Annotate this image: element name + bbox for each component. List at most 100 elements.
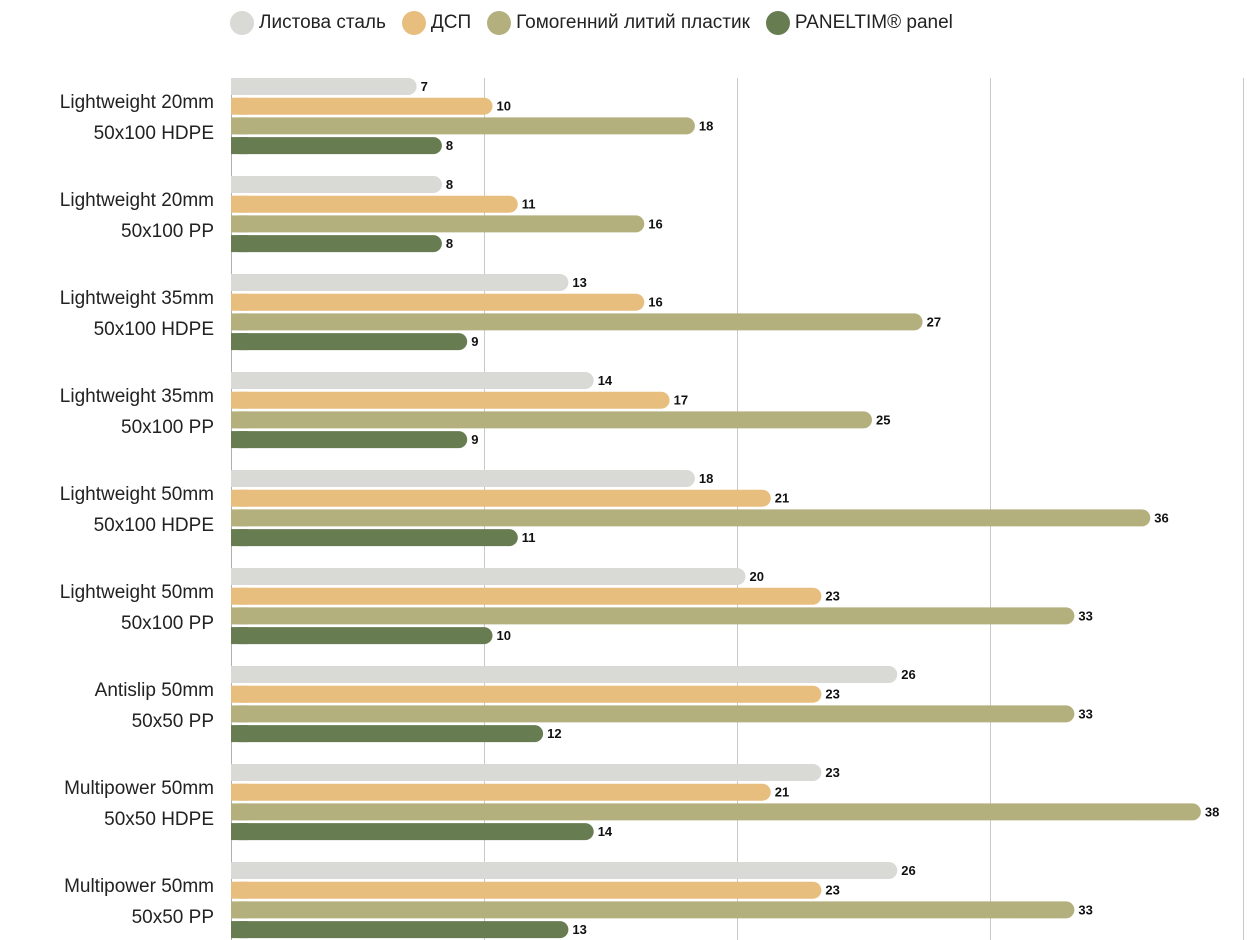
bar <box>231 78 417 95</box>
category-label-line: 50x100 HDPE <box>94 123 214 144</box>
bar-base <box>231 176 248 193</box>
bar <box>231 176 442 193</box>
bar-value-label: 18 <box>699 471 713 486</box>
bar <box>231 117 695 135</box>
category-label-line: Multipower 50mm <box>64 876 214 897</box>
bar <box>231 803 1201 821</box>
bar-base <box>231 293 248 311</box>
bar-value-label: 26 <box>901 667 915 682</box>
bar-base <box>231 529 248 547</box>
category-label-line: Lightweight 20mm <box>60 190 214 211</box>
bar <box>231 666 898 683</box>
bar <box>231 411 872 429</box>
bar-value-label: 23 <box>825 687 839 702</box>
bar-base <box>231 489 248 507</box>
bar-value-label: 10 <box>497 99 511 114</box>
bar-value-label: 13 <box>572 922 586 937</box>
category-label-line: 50x100 HDPE <box>94 515 214 536</box>
bar-base <box>231 431 248 449</box>
bar-value-label: 36 <box>1154 510 1168 525</box>
bar <box>231 489 771 507</box>
category-label: Lightweight 35mm 50x100 PP <box>60 386 214 438</box>
bar-value-label: 33 <box>1078 706 1092 721</box>
legend-item: PANELTIM® panel <box>765 11 953 35</box>
bar-value-label: 8 <box>446 177 453 192</box>
category-label-line: Antislip 50mm <box>95 680 214 701</box>
bar <box>231 568 746 585</box>
category-label-line: Lightweight 50mm <box>60 484 214 505</box>
bar <box>231 313 923 331</box>
bar-base <box>231 607 248 625</box>
bar <box>231 627 493 645</box>
bar <box>231 431 468 449</box>
bar-value-label: 14 <box>598 373 613 388</box>
bar <box>231 195 518 213</box>
category-label-line: 50x50 HDPE <box>104 809 214 830</box>
bar-value-label: 9 <box>471 334 478 349</box>
bar <box>231 509 1151 527</box>
legend-swatch <box>230 11 254 35</box>
bar <box>231 901 1075 919</box>
bar-base <box>231 783 248 801</box>
bar-base <box>231 568 248 585</box>
legend-label: Листова сталь <box>259 12 386 33</box>
category-label-line: Lightweight 35mm <box>60 288 214 309</box>
bar-base <box>231 803 248 821</box>
legend-item: Гомогенний литий пластик <box>487 11 750 35</box>
bar-value-label: 12 <box>547 726 561 741</box>
bar <box>231 333 468 351</box>
bar <box>231 725 544 743</box>
category-label-line: 50x100 PP <box>121 221 214 242</box>
bar-value-label: 38 <box>1205 804 1219 819</box>
bar-base <box>231 411 248 429</box>
bar <box>231 470 695 487</box>
bar-value-label: 11 <box>522 530 536 545</box>
bar-value-label: 9 <box>471 432 478 447</box>
category-label: Multipower 50mm 50x50 PP <box>64 876 214 928</box>
bar-base <box>231 725 248 743</box>
legend-item: ДСП <box>401 11 472 35</box>
bar-base <box>231 235 248 253</box>
bar-base <box>231 78 248 95</box>
bar-base <box>231 881 248 899</box>
chart-legend: Листова сталь ДСП Гомогенний литий пластик… <box>230 8 953 38</box>
bar <box>231 881 822 899</box>
legend-label: ДСП <box>430 12 472 33</box>
bar-base <box>231 274 248 291</box>
category-label-line: Lightweight 20mm <box>60 92 214 113</box>
category-label-line: Lightweight 50mm <box>60 582 214 603</box>
bar-base <box>231 921 248 939</box>
bar <box>231 391 670 409</box>
bar <box>231 372 594 389</box>
bar-value-label: 23 <box>825 589 839 604</box>
bar-base <box>231 97 248 115</box>
bar-value-label: 14 <box>598 824 613 839</box>
bar-value-label: 33 <box>1078 902 1092 917</box>
bar-base <box>231 705 248 723</box>
bar <box>231 862 898 879</box>
bar-base <box>231 372 248 389</box>
bar-base <box>231 764 248 781</box>
bar <box>231 293 645 311</box>
bar-base <box>231 117 248 135</box>
bar-base <box>231 333 248 351</box>
bar-base <box>231 862 248 879</box>
bar <box>231 764 822 781</box>
bar-value-label: 25 <box>876 412 890 427</box>
bar-base <box>231 666 248 683</box>
bar-base <box>231 391 248 409</box>
bar-base <box>231 627 248 645</box>
category-label: Lightweight 35mm 50x100 HDPE <box>60 288 214 340</box>
bar <box>231 921 569 939</box>
bar-value-label: 8 <box>446 138 453 153</box>
bar <box>231 607 1075 625</box>
category-label: Antislip 50mm 50x50 PP <box>95 680 214 732</box>
bar-value-label: 7 <box>421 79 428 94</box>
bar-base <box>231 313 248 331</box>
category-label: Lightweight 50mm 50x100 PP <box>60 582 214 634</box>
legend-swatch <box>401 11 426 35</box>
bar <box>231 587 822 605</box>
bar <box>231 705 1075 723</box>
bar-value-label: 10 <box>497 628 511 643</box>
bar-base <box>231 587 248 605</box>
